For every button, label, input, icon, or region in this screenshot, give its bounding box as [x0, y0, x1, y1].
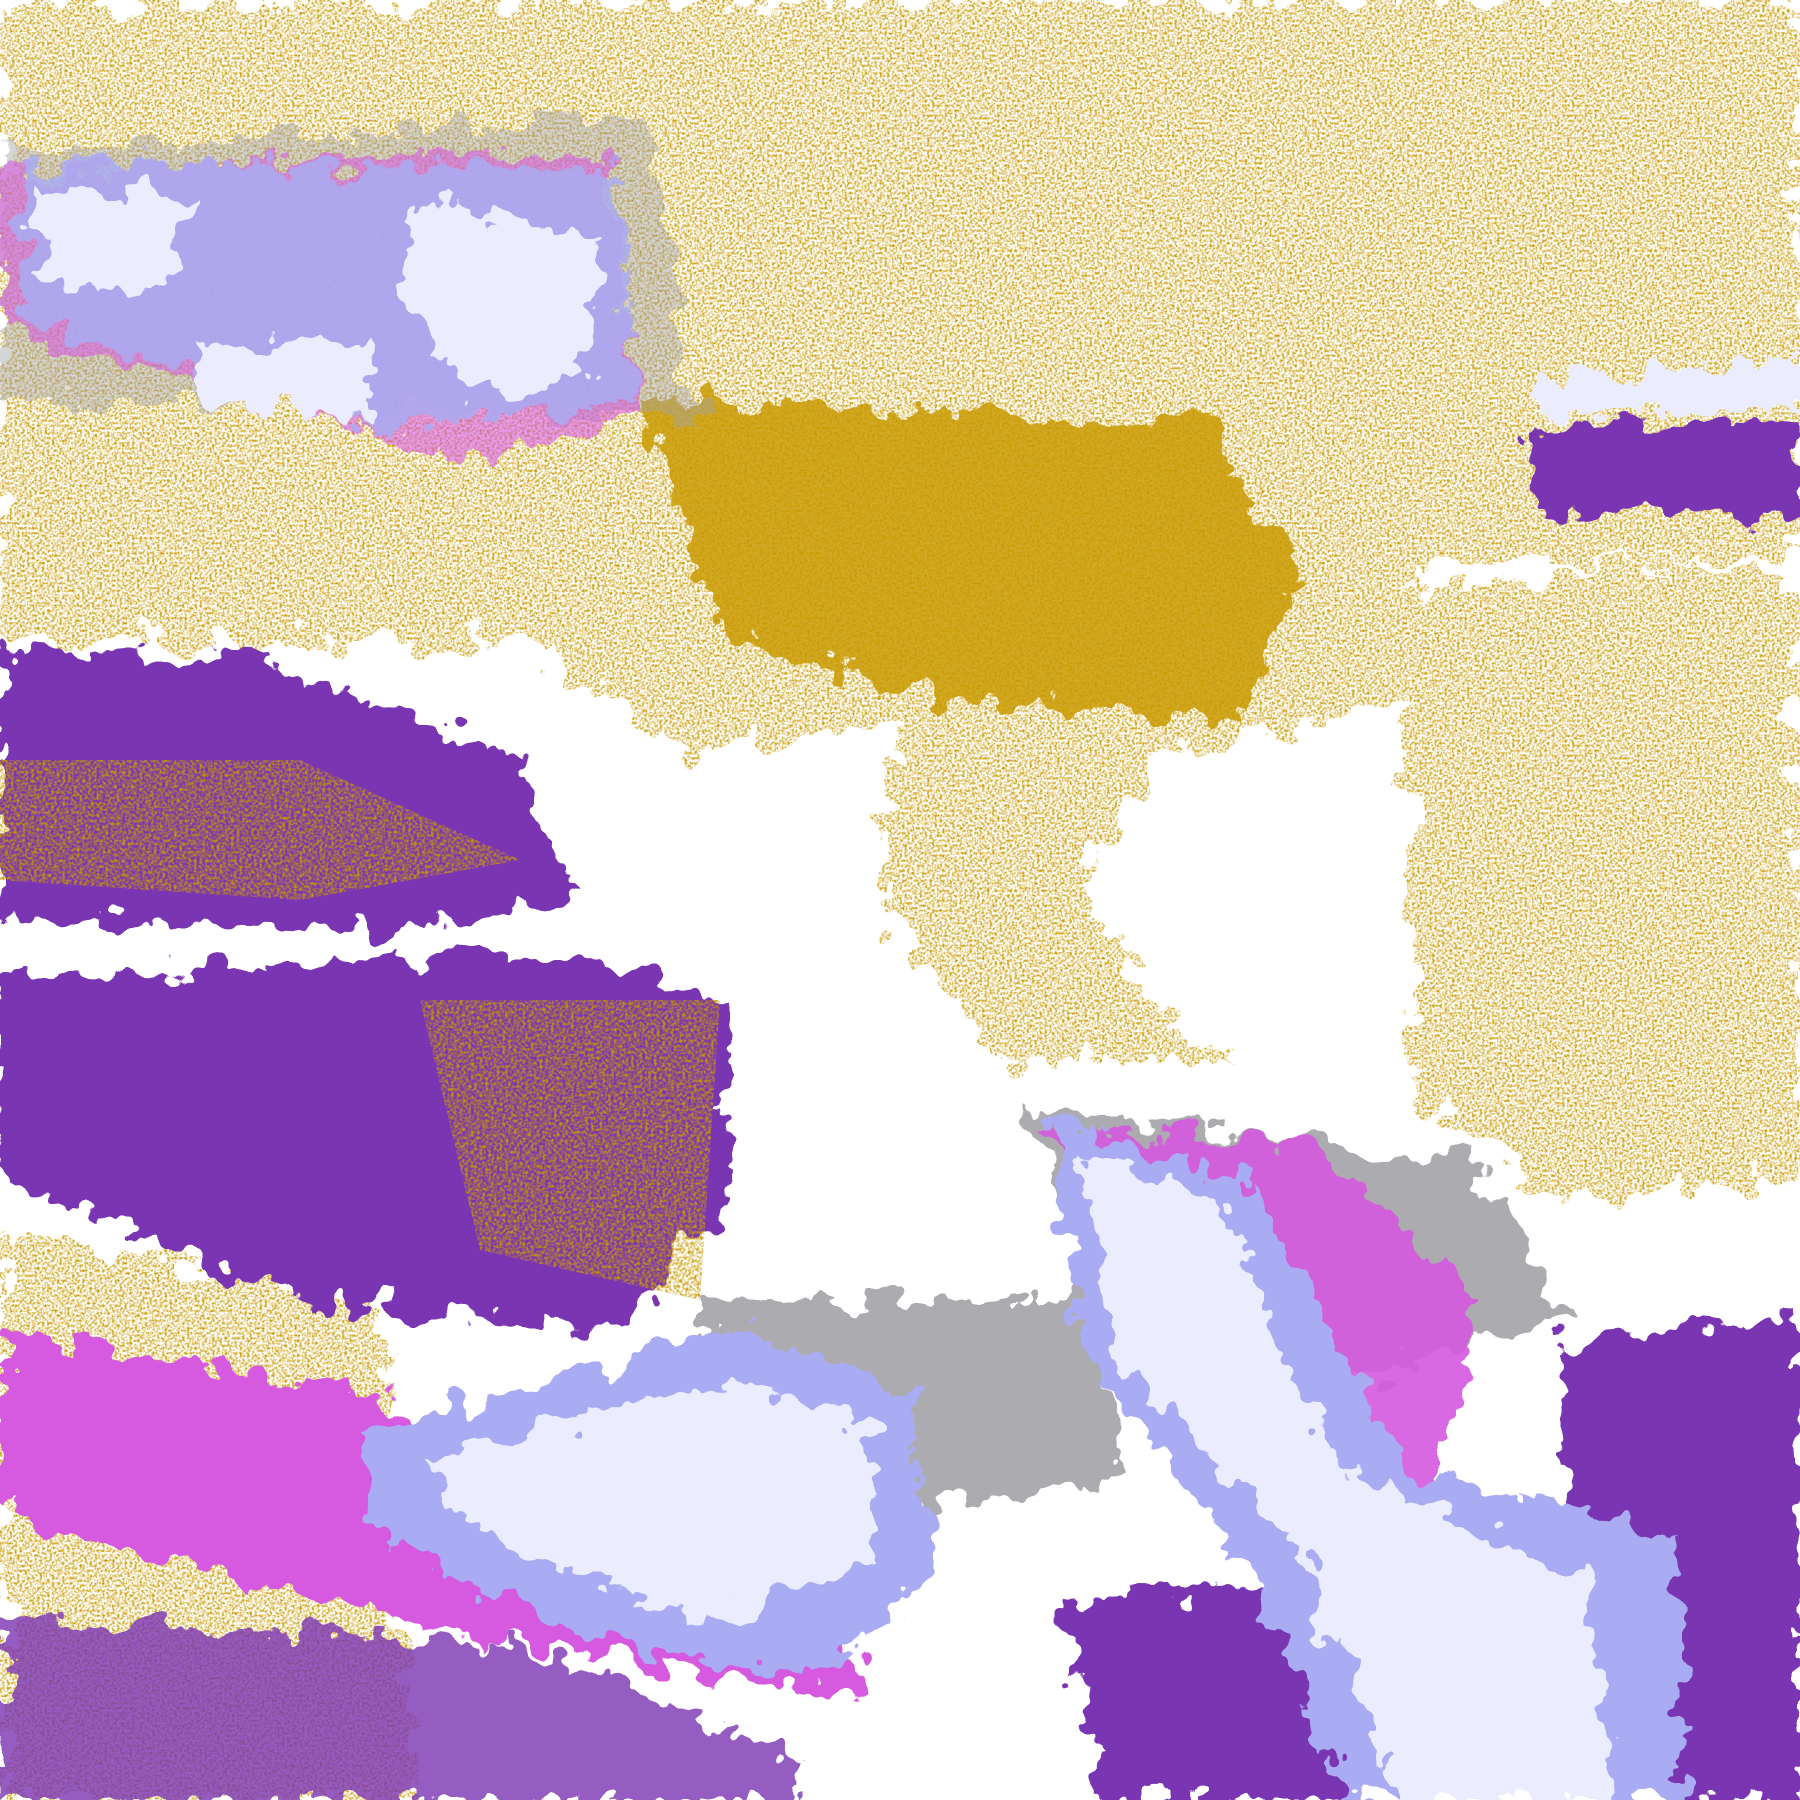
gold-region-east — [1380, 560, 1800, 1200]
lavender-cloud-northeast — [1530, 360, 1800, 420]
gold-dense-core — [650, 400, 1300, 720]
lavender-cloud-swirl — [1080, 1150, 1620, 1800]
lavender-cloud-northwest-2 — [400, 200, 600, 400]
purple-region-bottom — [0, 1620, 800, 1800]
gold-mix-west — [0, 760, 520, 900]
clear-region-india — [1080, 700, 1420, 1060]
clear-region-central — [760, 900, 1000, 1300]
gold-mix-bay — [420, 1000, 720, 1300]
lavender-cloud-northwest-3 — [190, 340, 380, 420]
lavender-cloud-south — [420, 1380, 880, 1620]
lavender-cloud-northwest-1 — [40, 180, 200, 300]
purple-band-northeast — [1530, 420, 1800, 520]
gold-region-west — [0, 380, 560, 640]
